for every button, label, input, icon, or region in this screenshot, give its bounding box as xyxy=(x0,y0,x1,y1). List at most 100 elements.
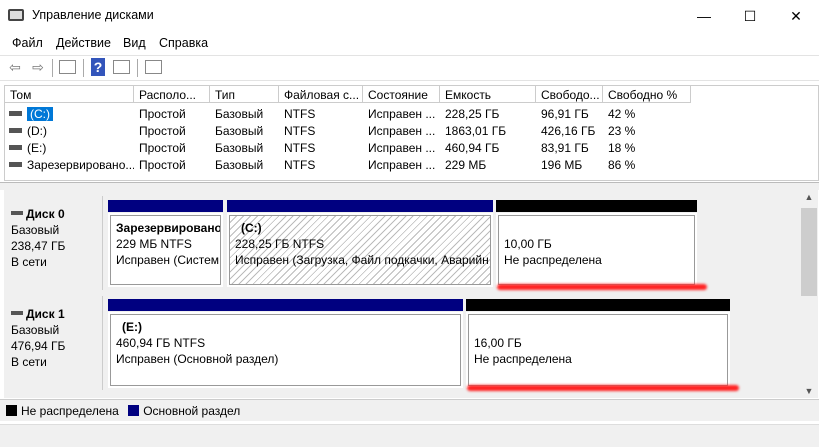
partition-unallocated-1[interactable]: 16,00 ГБ Не распределена xyxy=(466,312,730,388)
scrollbar-thumb[interactable] xyxy=(801,208,817,296)
partition-name: (C:) xyxy=(241,221,262,235)
table-cell[interactable]: Простой xyxy=(139,141,186,155)
partition-e[interactable]: (E:) 460,94 ГБ NTFS Исправен (Основной р… xyxy=(108,312,463,388)
disk-icon xyxy=(11,211,23,215)
col-free[interactable]: Свободо... xyxy=(536,86,603,103)
maximize-button[interactable]: ☐ xyxy=(743,8,757,24)
table-cell[interactable]: Базовый xyxy=(215,141,264,155)
table-cell[interactable]: Базовый xyxy=(215,124,264,138)
disk-0-label[interactable]: Диск 0 Базовый 238,47 ГБ В сети xyxy=(5,196,103,290)
partition-status: Исправен (Основной раздел) xyxy=(116,352,279,366)
table-cell[interactable]: NTFS xyxy=(284,124,316,138)
table-cell[interactable]: Базовый xyxy=(215,107,264,121)
back-icon[interactable]: ⇦ xyxy=(9,59,21,75)
table-cell[interactable]: Исправен ... xyxy=(368,107,436,121)
table-cell[interactable]: 86 % xyxy=(608,158,636,172)
properties-icon[interactable] xyxy=(145,60,162,74)
table-cell[interactable]: 23 % xyxy=(608,124,636,138)
legend-primary: Основной раздел xyxy=(143,404,241,418)
table-cell[interactable]: 42 % xyxy=(608,107,636,121)
legend: Не распределена Основной раздел xyxy=(0,399,819,421)
partition-reserved[interactable]: Зарезервировано 229 МБ NTFS Исправен (Си… xyxy=(108,213,223,287)
table-cell[interactable]: NTFS xyxy=(284,158,316,172)
table-cell[interactable]: 229 МБ xyxy=(445,158,487,172)
table-cell[interactable]: 96,91 ГБ xyxy=(541,107,589,121)
volume-cell[interactable]: (D:) xyxy=(27,124,47,138)
window-title: Управление дисками xyxy=(32,8,154,22)
partition-bar xyxy=(496,200,697,212)
disk-name: Диск 1 xyxy=(26,307,65,321)
table-cell[interactable]: Простой xyxy=(139,107,186,121)
col-volume[interactable]: Том xyxy=(5,86,134,103)
col-type[interactable]: Тип xyxy=(210,86,279,103)
volume-icon xyxy=(9,162,22,167)
volume-cell[interactable]: (C:) xyxy=(5,106,134,122)
disk-type: Базовый xyxy=(11,223,60,237)
minimize-button[interactable]: — xyxy=(697,8,711,24)
table-cell[interactable]: 196 МБ xyxy=(541,158,583,172)
col-status[interactable]: Состояние xyxy=(363,86,440,103)
table-cell[interactable]: NTFS xyxy=(284,141,316,155)
volume-cell[interactable]: Зарезервировано... xyxy=(27,158,134,172)
partition-status: Не распределена xyxy=(504,253,602,267)
table-cell[interactable]: 460,94 ГБ xyxy=(445,141,500,155)
scroll-down-icon[interactable]: ▼ xyxy=(804,386,814,396)
menu-action[interactable]: Действие xyxy=(56,36,111,50)
scroll-up-icon[interactable]: ▲ xyxy=(804,192,814,202)
title-bar xyxy=(0,0,819,32)
table-cell[interactable]: Исправен ... xyxy=(368,124,436,138)
partition-size: 460,94 ГБ NTFS xyxy=(116,336,206,350)
console-tree-icon[interactable] xyxy=(59,60,76,74)
partition-status: Исправен (Систем xyxy=(116,253,219,267)
cell-text: (C:) xyxy=(27,107,53,121)
table-cell[interactable]: NTFS xyxy=(284,107,316,121)
table-cell[interactable]: Исправен ... xyxy=(368,141,436,155)
table-cell[interactable]: Простой xyxy=(139,124,186,138)
table-cell[interactable]: 426,16 ГБ xyxy=(541,124,596,138)
disk-status: В сети xyxy=(11,355,47,369)
toolbar-separator xyxy=(52,59,53,77)
help-icon[interactable]: ? xyxy=(91,58,105,76)
volume-cell[interactable]: (E:) xyxy=(27,141,47,155)
volume-table: Том Располо... Тип Файловая с... Состоян… xyxy=(4,85,819,181)
table-cell[interactable]: Простой xyxy=(139,158,186,172)
legend-swatch-unallocated xyxy=(6,405,17,416)
action-pane-icon[interactable] xyxy=(113,60,130,74)
partition-status: Исправен (Загрузка, Файл подкачки, Авари… xyxy=(235,253,489,267)
table-cell[interactable]: 228,25 ГБ xyxy=(445,107,500,121)
partition-size: 229 МБ NTFS xyxy=(116,237,192,251)
disk-icon xyxy=(11,311,23,315)
legend-unallocated: Не распределена xyxy=(21,404,119,418)
legend-swatch-primary xyxy=(128,405,140,416)
partition-c[interactable]: (C:) 228,25 ГБ NTFS Исправен (Загрузка, … xyxy=(227,213,493,287)
disk-name: Диск 0 xyxy=(26,207,65,221)
table-cell[interactable]: 18 % xyxy=(608,141,636,155)
close-button[interactable]: ✕ xyxy=(790,8,802,24)
pane-splitter[interactable] xyxy=(0,182,819,190)
annotation-underline xyxy=(467,385,739,391)
vertical-scrollbar[interactable]: ▲ ▼ xyxy=(800,190,818,398)
col-free-percent[interactable]: Свободно % xyxy=(603,86,691,103)
partition-bar xyxy=(108,200,223,212)
disk-1-label[interactable]: Диск 1 Базовый 476,94 ГБ В сети xyxy=(5,296,103,390)
menu-view[interactable]: Вид xyxy=(123,36,146,50)
status-bar xyxy=(0,424,819,447)
table-cell[interactable]: 1863,01 ГБ xyxy=(445,124,507,138)
menu-file[interactable]: Файл xyxy=(12,36,43,50)
volume-icon xyxy=(9,145,22,150)
disk-size: 476,94 ГБ xyxy=(11,339,66,353)
partition-unallocated-0[interactable]: 10,00 ГБ Не распределена xyxy=(496,213,697,287)
partition-size: 10,00 ГБ xyxy=(504,237,552,251)
table-cell[interactable]: Базовый xyxy=(215,158,264,172)
table-cell[interactable]: Исправен ... xyxy=(368,158,436,172)
disk-management-icon xyxy=(8,9,24,21)
col-capacity[interactable]: Емкость xyxy=(440,86,536,103)
menu-help[interactable]: Справка xyxy=(159,36,209,50)
disk-type: Базовый xyxy=(11,323,60,337)
col-layout[interactable]: Располо... xyxy=(134,86,210,103)
partition-size: 16,00 ГБ xyxy=(474,336,522,350)
toolbar-separator xyxy=(83,59,84,77)
col-filesystem[interactable]: Файловая с... xyxy=(279,86,363,103)
table-cell[interactable]: 83,91 ГБ xyxy=(541,141,589,155)
forward-icon[interactable]: ⇨ xyxy=(32,59,44,75)
